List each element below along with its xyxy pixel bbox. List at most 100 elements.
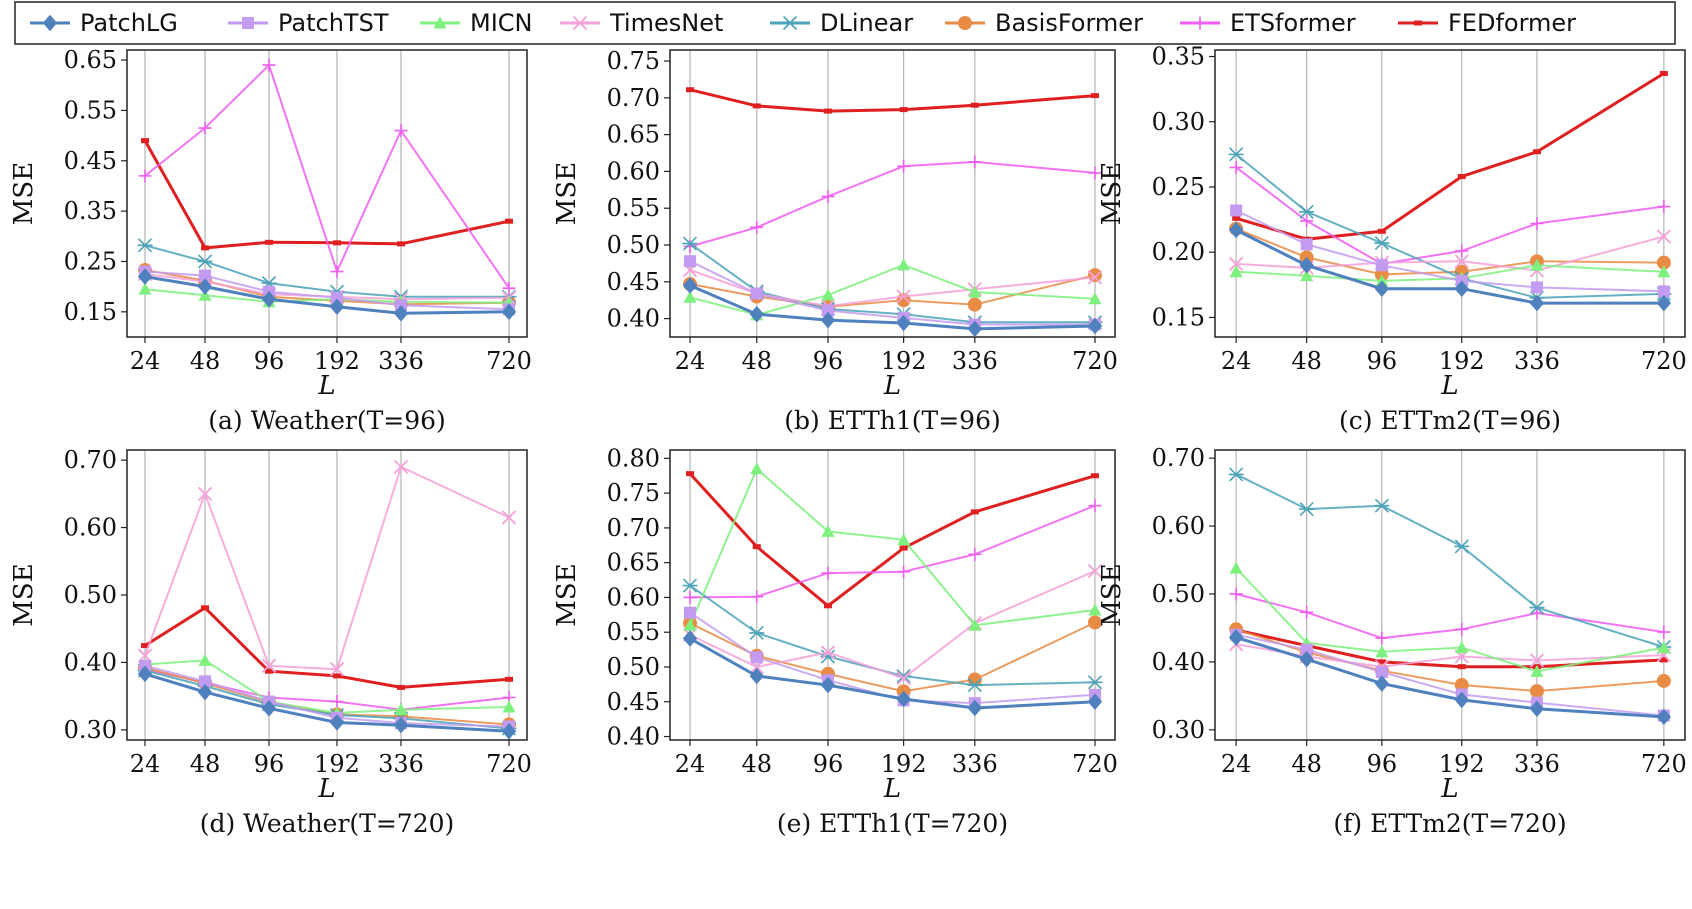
- y-tick-label: 0.45: [64, 147, 117, 175]
- data-point: [1656, 255, 1671, 270]
- data-point: [1299, 204, 1315, 219]
- data-point: [1377, 228, 1386, 234]
- data-point: [1530, 217, 1544, 231]
- data-point: [750, 590, 764, 604]
- series-basisformer: [1229, 622, 1671, 699]
- series-etsformer: [683, 499, 1102, 604]
- data-point: [1529, 600, 1545, 615]
- data-point: [896, 314, 911, 332]
- series-line: [144, 664, 510, 728]
- data-point: [899, 545, 908, 551]
- data-point: [1087, 615, 1102, 630]
- y-tick-label: 0.45: [607, 268, 660, 296]
- data-point: [199, 269, 211, 282]
- y-tick-label: 0.40: [64, 648, 117, 676]
- legend-label: BasisFormer: [995, 9, 1143, 37]
- data-point: [749, 625, 765, 640]
- series-etsformer: [1229, 587, 1671, 645]
- y-tick-label: 0.75: [607, 479, 660, 507]
- data-point: [821, 524, 835, 537]
- series-patchlg: [1228, 221, 1672, 312]
- data-point: [686, 471, 695, 477]
- data-point: [329, 714, 345, 731]
- data-point: [1230, 204, 1243, 217]
- data-point: [197, 486, 213, 501]
- data-point: [684, 606, 697, 619]
- legend-marker: [1414, 20, 1422, 26]
- series-fedformer: [141, 605, 513, 690]
- data-point: [393, 459, 409, 474]
- data-point: [1087, 563, 1103, 579]
- y-tick-label: 0.60: [607, 583, 660, 611]
- data-point: [684, 255, 697, 268]
- data-point: [197, 683, 213, 701]
- data-point: [1229, 265, 1243, 278]
- data-point: [397, 684, 405, 690]
- data-point: [1375, 274, 1389, 287]
- data-point: [330, 265, 344, 279]
- x-tick-label: 720: [1641, 750, 1687, 778]
- data-point: [198, 121, 212, 135]
- series-line: [689, 467, 1096, 627]
- data-point: [750, 651, 763, 664]
- data-point: [333, 240, 341, 246]
- series-line: [688, 472, 1096, 608]
- series-dlinear: [1228, 467, 1672, 655]
- data-point: [1454, 280, 1469, 297]
- x-tick-label: 96: [1367, 347, 1398, 375]
- x-tick-label: 192: [881, 750, 927, 778]
- data-point: [1457, 174, 1466, 180]
- series-patchlg: [137, 268, 517, 322]
- panel-caption: (e) ETTh1(T=720): [777, 809, 1008, 838]
- series-fedformer: [141, 138, 513, 251]
- series-line: [689, 242, 1095, 324]
- series-fedformer: [1232, 70, 1668, 242]
- data-point: [1530, 281, 1543, 294]
- data-point: [1454, 677, 1469, 692]
- data-point: [968, 155, 982, 169]
- y-tick-label: 0.70: [607, 84, 660, 112]
- data-point: [261, 700, 277, 717]
- series-dlinear: [137, 238, 517, 304]
- data-point: [1229, 561, 1243, 574]
- legend-label: MICN: [470, 9, 533, 37]
- x-tick-label: 48: [1291, 347, 1322, 375]
- data-point: [1300, 605, 1314, 619]
- data-point: [265, 668, 273, 674]
- data-point: [331, 291, 343, 304]
- data-point: [141, 643, 149, 649]
- data-point: [501, 510, 517, 525]
- series-patchtst: [684, 255, 1101, 331]
- data-point: [682, 630, 698, 647]
- x-tick-label: 24: [675, 347, 706, 375]
- series-patchlg: [1228, 629, 1672, 726]
- y-tick-label: 0.50: [1152, 580, 1205, 608]
- x-axis-label: L: [317, 371, 335, 401]
- x-tick-label: 96: [254, 750, 285, 778]
- data-point: [138, 169, 152, 183]
- series-etsformer: [1229, 160, 1671, 271]
- y-tick-label: 0.70: [64, 446, 117, 474]
- series-line: [143, 139, 510, 250]
- data-point: [1300, 214, 1314, 228]
- data-point: [1657, 285, 1670, 298]
- data-point: [896, 690, 911, 708]
- data-point: [505, 218, 513, 224]
- y-axis-label: MSE: [552, 563, 582, 626]
- data-point: [1375, 666, 1388, 679]
- y-tick-label: 0.65: [64, 46, 117, 74]
- series-line: [1235, 166, 1664, 265]
- y-tick-label: 0.25: [64, 247, 117, 275]
- series-fedformer: [686, 87, 1099, 114]
- x-axis-label: L: [883, 774, 901, 804]
- data-point: [897, 565, 911, 579]
- data-point: [897, 258, 911, 271]
- data-point: [1374, 236, 1390, 251]
- data-point: [1375, 259, 1388, 272]
- data-point: [1228, 221, 1244, 239]
- data-point: [823, 108, 832, 114]
- data-point: [1300, 643, 1313, 656]
- data-point: [1377, 659, 1386, 665]
- x-tick-label: 96: [254, 347, 285, 375]
